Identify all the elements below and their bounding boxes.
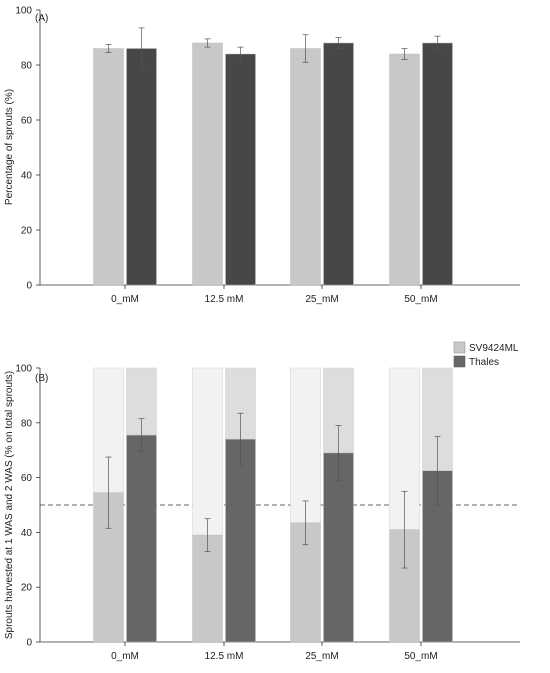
- panel-b-ylabel: Sprouts harvested at 1 WAS and 2 WAS (% …: [4, 371, 15, 639]
- x-tick-label-b: 0_mM: [111, 651, 139, 662]
- bar-remainder-b: [290, 367, 321, 524]
- legend-label-sv9424ml: SV9424ML: [469, 343, 519, 354]
- y-tick-label-a: 20: [21, 226, 33, 237]
- y-tick-label-a: 80: [21, 61, 33, 72]
- y-tick-label-a: 40: [21, 171, 33, 182]
- bar-a: [290, 48, 321, 286]
- panel-a-ylabel: Percentage of sprouts (%): [4, 89, 15, 205]
- bar-a: [126, 48, 157, 286]
- y-tick-label-b: 60: [21, 473, 33, 484]
- bar-b: [323, 452, 354, 643]
- x-tick-label-b: 50_mM: [404, 651, 437, 662]
- panel-b-label: (B): [35, 373, 48, 384]
- y-tick-label-b: 0: [26, 638, 32, 649]
- panel-b: (B) Sprouts harvested at 1 WAS and 2 WAS…: [4, 364, 520, 662]
- bar-b: [126, 434, 157, 643]
- x-tick-label-b: 12.5 mM: [205, 651, 244, 662]
- bar-a: [389, 53, 420, 286]
- panel-a-label: (A): [35, 13, 48, 24]
- bar-a: [192, 42, 223, 286]
- y-tick-label-a: 60: [21, 116, 33, 127]
- bar-b: [225, 438, 256, 643]
- x-tick-label-b: 25_mM: [305, 651, 338, 662]
- bar-a: [93, 48, 124, 286]
- legend-label-thales: Thales: [469, 357, 499, 368]
- bar-a: [225, 53, 256, 286]
- legend-swatch-sv9424ml: [453, 341, 466, 354]
- y-tick-label-b: 80: [21, 418, 33, 429]
- bar-a: [422, 42, 453, 286]
- x-tick-label-a: 25_mM: [305, 294, 338, 305]
- y-tick-label-b: 100: [15, 364, 32, 375]
- y-tick-label-a: 0: [26, 281, 32, 292]
- legend-swatch-thales: [453, 355, 466, 368]
- y-tick-label-a: 100: [15, 6, 32, 17]
- x-tick-label-a: 12.5 mM: [205, 294, 244, 305]
- bar-b: [192, 534, 223, 643]
- bar-remainder-b: [192, 367, 223, 536]
- bar-a: [323, 42, 354, 286]
- y-tick-label-b: 40: [21, 528, 33, 539]
- legend: SV9424ML Thales: [453, 341, 519, 368]
- x-tick-label-a: 50_mM: [404, 294, 437, 305]
- panel-a: (A) Percentage of sprouts (%) 0 20 40 60 80 1…: [4, 6, 520, 305]
- x-tick-label-a: 0_mM: [111, 294, 139, 305]
- y-tick-label-b: 20: [21, 583, 33, 594]
